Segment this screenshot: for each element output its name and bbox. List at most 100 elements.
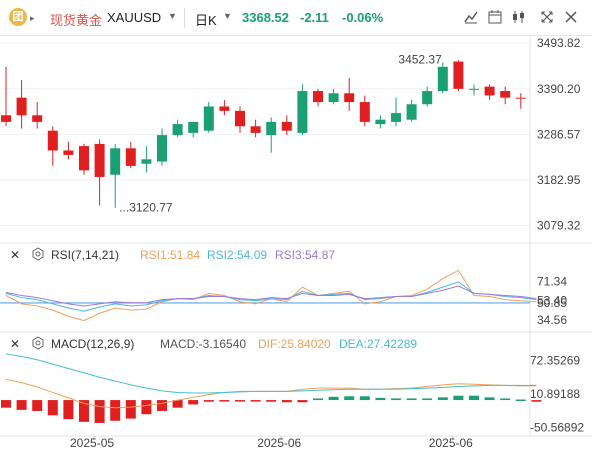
candlestick-series bbox=[1, 60, 526, 208]
macd-bar bbox=[297, 400, 308, 403]
close-icon[interactable] bbox=[562, 9, 580, 27]
time-axis-label: 2025-05 bbox=[70, 436, 114, 449]
macd-bar bbox=[235, 400, 245, 402]
fullscreen-icon[interactable] bbox=[538, 9, 556, 27]
rsi-axis-label: 34.56 bbox=[537, 313, 567, 327]
macd-bar bbox=[375, 397, 386, 401]
rsi-hide-icon[interactable]: ✕ bbox=[10, 248, 21, 262]
macd-histogram bbox=[1, 395, 542, 423]
candle-body bbox=[235, 110, 245, 127]
price-axis-label: 3182.95 bbox=[537, 173, 581, 187]
candle-style-icon[interactable] bbox=[462, 9, 480, 27]
candle bbox=[1, 66, 11, 127]
macd-bar bbox=[313, 398, 323, 401]
low-price-annotation: ...3120.77 bbox=[119, 200, 173, 214]
candle bbox=[203, 102, 214, 133]
time-axis-label: 2025-06 bbox=[257, 436, 301, 449]
candle-body bbox=[328, 93, 339, 103]
candle bbox=[16, 80, 27, 129]
chart-canvas[interactable]: 3493.82 3390.20 3286.57 3182.95 3079.32 71.34… bbox=[0, 36, 592, 449]
candle-body bbox=[281, 121, 292, 131]
divider bbox=[184, 8, 185, 28]
candle-body bbox=[406, 104, 417, 120]
candle bbox=[500, 86, 511, 105]
macd-axis-label: 72.35269 bbox=[530, 354, 580, 368]
candle-body bbox=[359, 102, 370, 122]
candle bbox=[79, 143, 89, 175]
period-dropdown-icon[interactable]: ▼ bbox=[223, 11, 232, 21]
price-axis-label: 3286.57 bbox=[537, 127, 581, 141]
candle bbox=[281, 115, 292, 136]
candle bbox=[297, 84, 308, 136]
macd-bar bbox=[94, 400, 105, 423]
candle bbox=[172, 119, 183, 138]
brand-menu-chevron-icon[interactable]: ▸ bbox=[30, 13, 35, 23]
candle-body bbox=[157, 135, 167, 162]
candle-body bbox=[203, 106, 214, 131]
macd-bar bbox=[515, 399, 526, 402]
candle bbox=[219, 99, 230, 116]
price-change: -2.11 bbox=[300, 10, 329, 25]
candle bbox=[484, 84, 495, 100]
candle-body bbox=[484, 86, 495, 96]
macd-bar bbox=[328, 396, 339, 401]
calendar-icon[interactable] bbox=[486, 9, 504, 27]
candle bbox=[125, 141, 136, 169]
candle bbox=[328, 88, 339, 105]
dif-legend: DIF:25.84020 bbox=[258, 337, 331, 351]
candle bbox=[157, 128, 167, 166]
period-selector[interactable]: 日K bbox=[195, 13, 217, 28]
rsi-title: RSI(7,14,21) bbox=[51, 248, 120, 262]
macd-bar bbox=[469, 395, 479, 401]
macd-settings-icon[interactable] bbox=[31, 336, 45, 353]
macd-bar bbox=[141, 400, 152, 415]
brand-logo-icon: 团 bbox=[9, 8, 27, 26]
candle-body bbox=[141, 159, 152, 164]
macd-bar bbox=[453, 395, 464, 401]
candle bbox=[406, 99, 417, 122]
symbol-dropdown-icon[interactable]: ▼ bbox=[168, 11, 177, 21]
macd-bar bbox=[219, 400, 230, 402]
rsi2-legend: RSI2:54.09 bbox=[207, 248, 268, 262]
macd-bar bbox=[484, 397, 495, 401]
macd-bar bbox=[359, 396, 370, 401]
candle-body bbox=[125, 148, 136, 166]
dea-legend: DEA:27.42289 bbox=[339, 337, 418, 351]
rsi-axis-label: 71.34 bbox=[537, 275, 567, 289]
rsi-axis-label: 53.40 bbox=[537, 293, 567, 307]
rsi-settings-icon[interactable] bbox=[31, 247, 45, 264]
macd-bar bbox=[203, 400, 214, 402]
candle-body bbox=[110, 148, 121, 175]
instrument-symbol[interactable]: XAUUSD bbox=[107, 10, 162, 25]
candle bbox=[375, 115, 386, 129]
candle bbox=[515, 93, 526, 109]
candle-body bbox=[188, 121, 199, 133]
high-price-annotation: 3452.37 bbox=[398, 52, 442, 66]
macd-bar bbox=[157, 400, 167, 411]
candle-body bbox=[344, 93, 355, 103]
candle bbox=[250, 119, 261, 138]
price-axis-label: 3493.82 bbox=[537, 36, 581, 50]
candle bbox=[391, 97, 401, 127]
macd-axis-label: -50.56892 bbox=[530, 421, 584, 435]
rsi-axis-label: 50.85 bbox=[537, 296, 567, 310]
candle bbox=[422, 86, 433, 107]
candle-body bbox=[172, 124, 183, 136]
rsi3-legend: RSI3:54.87 bbox=[275, 248, 336, 262]
macd-bar bbox=[250, 400, 261, 402]
candle-body bbox=[32, 115, 43, 122]
candle-body bbox=[47, 130, 58, 151]
macd-bar bbox=[406, 398, 417, 401]
candle bbox=[63, 141, 74, 160]
price-change-pct: -0.06% bbox=[342, 10, 384, 25]
macd-bar bbox=[266, 400, 277, 402]
macd-hide-icon[interactable]: ✕ bbox=[10, 337, 21, 351]
rsi3-line bbox=[5, 285, 537, 307]
instrument-name[interactable]: 现货黄金 bbox=[50, 13, 103, 28]
last-price: 3368.52 bbox=[242, 10, 289, 25]
rsi2-line bbox=[5, 281, 537, 312]
time-axis-label: 2025-06 bbox=[429, 436, 473, 449]
candle bbox=[469, 84, 479, 96]
macd-bar bbox=[79, 400, 89, 422]
indicators-icon[interactable] bbox=[510, 9, 528, 27]
